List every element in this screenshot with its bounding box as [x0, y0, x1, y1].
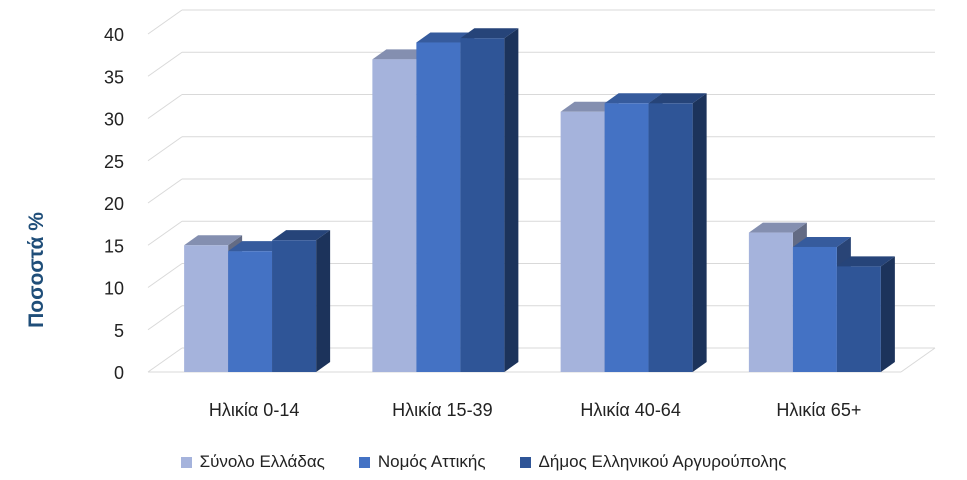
legend-label: Σύνολο Ελλάδας — [199, 452, 325, 471]
legend-label: Δήμος Ελληνικού Αργυρούπολης — [538, 452, 787, 471]
bar-top — [748, 222, 807, 233]
bar-front — [272, 240, 317, 372]
bar-side — [504, 28, 519, 372]
bar-front — [792, 246, 837, 372]
bar-front — [560, 111, 605, 373]
legend-item: Νομός Αττικής — [358, 452, 486, 472]
y-tick-label: 20 — [104, 194, 124, 214]
side-gridline — [147, 136, 183, 162]
legend-label: Νομός Αττικής — [377, 452, 486, 471]
bar-top — [648, 93, 707, 104]
chart-bars — [184, 28, 895, 373]
bar-top — [460, 28, 519, 39]
legend-swatch — [180, 456, 192, 468]
side-gridline — [147, 263, 183, 288]
y-tick-label: 10 — [104, 279, 124, 299]
legend-swatch — [519, 456, 531, 468]
chart-legend: Σύνολο Ελλάδας Νομός Αττικής Δήμος Ελληνικ… — [0, 452, 967, 472]
y-axis-title: Ποσοστά % — [22, 190, 52, 350]
legend-swatch — [358, 456, 370, 468]
x-axis-ticks: Ηλικία 0-14 Ηλικία 15-39 Ηλικία 40-64 Ηλικί… — [209, 400, 861, 420]
bar-front — [228, 251, 273, 372]
bar-top — [836, 256, 895, 267]
bar-side — [880, 256, 895, 372]
floor-side-edge — [900, 347, 936, 373]
y-axis-label: Ποσοστά % — [25, 212, 48, 328]
y-tick-label: 25 — [104, 152, 124, 172]
x-tick-label: Ηλικία 0-14 — [209, 400, 299, 420]
y-tick-label: 30 — [104, 110, 124, 130]
y-tick-label: 0 — [114, 363, 124, 383]
bar — [460, 28, 519, 372]
bar-chart: 0 5 10 15 20 25 30 35 40 Ηλικία 0-14 Ηλικία 15-39… — [104, 9, 936, 420]
legend-item: Σύνολο Ελλάδας — [180, 452, 325, 472]
bar-front — [604, 103, 649, 372]
x-tick-label: Ηλικία 65+ — [776, 400, 861, 420]
y-tick-label: 35 — [104, 67, 124, 87]
side-gridline — [147, 347, 183, 373]
bar-top — [272, 230, 331, 241]
legend-item: Δήμος Ελληνικού Αργυρούπολης — [519, 452, 787, 472]
bar-top — [792, 236, 851, 247]
bar — [648, 93, 707, 372]
side-gridline — [147, 305, 183, 331]
side-gridline — [147, 51, 183, 77]
bar-front — [460, 38, 505, 372]
y-tick-label: 15 — [104, 236, 124, 256]
bar-side — [692, 93, 707, 372]
y-tick-label: 40 — [104, 25, 124, 45]
side-gridline — [147, 220, 183, 246]
side-gridline — [147, 178, 183, 204]
bar — [836, 256, 895, 372]
x-tick-label: Ηλικία 15-39 — [392, 400, 492, 420]
bar-side — [316, 230, 331, 372]
bar-front — [184, 245, 229, 372]
bar-front — [836, 266, 881, 372]
bar-front — [372, 59, 417, 372]
side-gridline — [147, 9, 183, 35]
bar-top — [604, 93, 663, 104]
side-gridline — [147, 94, 183, 119]
bar-top — [560, 101, 619, 112]
bar-front — [748, 232, 793, 372]
bar-top — [184, 235, 243, 246]
bar-top — [372, 49, 431, 60]
bar-top — [228, 241, 287, 252]
y-tick-label: 5 — [114, 321, 124, 341]
bar-front — [648, 103, 693, 372]
x-tick-label: Ηλικία 40-64 — [580, 400, 680, 420]
bar-front — [416, 42, 461, 372]
bar-top — [416, 32, 475, 43]
bar — [272, 230, 331, 372]
y-axis-ticks: 0 5 10 15 20 25 30 35 40 — [104, 25, 124, 383]
